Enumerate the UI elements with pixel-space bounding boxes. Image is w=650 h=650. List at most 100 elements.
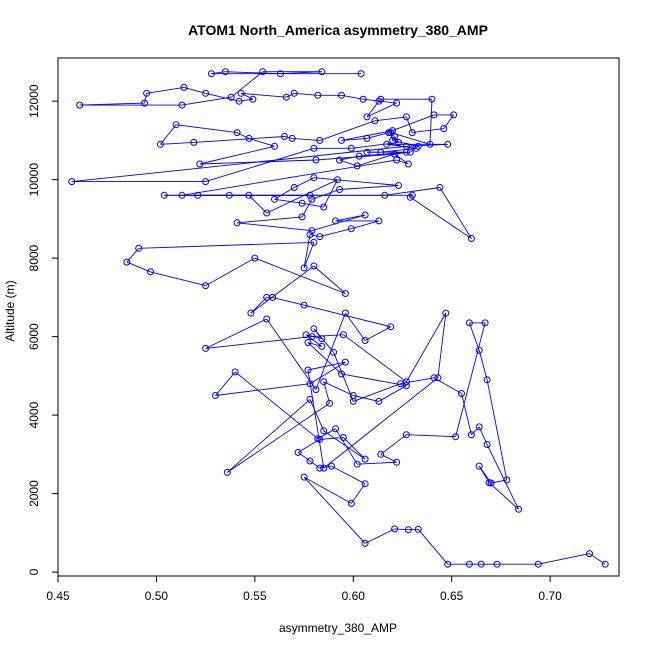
- data-point: [467, 431, 475, 439]
- data-point: [208, 70, 215, 78]
- series-segment: [303, 476, 366, 544]
- series-segment: [234, 371, 319, 440]
- data-point: [306, 395, 314, 403]
- x-axis: 0.45 0.50 0.55 0.60 0.65 0.70: [46, 575, 562, 603]
- x-axis-label: asymmetry_380_AMP: [279, 621, 397, 635]
- y-tick-label: 0: [27, 568, 41, 575]
- data-point: [300, 264, 308, 272]
- series-segment: [351, 220, 380, 230]
- data-point: [475, 423, 483, 431]
- data-point: [316, 233, 324, 241]
- series-segment: [319, 120, 376, 141]
- series-segment: [250, 297, 268, 314]
- x-tick-label: 0.65: [440, 589, 464, 603]
- data-point: [402, 378, 410, 386]
- data-point: [330, 348, 338, 356]
- data-point: [280, 133, 288, 140]
- data-point: [233, 219, 241, 227]
- data-point: [178, 191, 186, 199]
- series-lines: [71, 71, 606, 565]
- series-segment: [146, 86, 185, 94]
- data-point: [308, 227, 316, 235]
- data-point: [601, 560, 609, 568]
- data-point: [347, 499, 355, 507]
- data-point: [395, 138, 402, 146]
- series-segment: [471, 426, 480, 436]
- data-point: [202, 178, 210, 186]
- series-segment: [486, 444, 520, 510]
- series-segment: [343, 334, 407, 383]
- series-segment: [311, 334, 344, 338]
- series-segment: [311, 189, 340, 200]
- data-point: [377, 148, 385, 156]
- series-segment: [309, 361, 346, 385]
- data-point: [395, 182, 402, 189]
- data-point: [300, 473, 308, 481]
- data-point: [467, 235, 475, 242]
- data-point: [160, 191, 168, 199]
- data-point: [156, 140, 164, 148]
- series-segment: [307, 342, 342, 375]
- data-point: [288, 134, 296, 142]
- data-point: [312, 386, 320, 394]
- data-point: [361, 337, 369, 344]
- data-point: [493, 560, 501, 568]
- series-segment: [294, 92, 318, 96]
- data-point: [341, 358, 349, 366]
- data-point: [202, 89, 210, 97]
- series-segment: [488, 482, 519, 510]
- series-segment: [239, 98, 253, 102]
- series-segment: [335, 214, 366, 222]
- series-segment: [205, 336, 312, 349]
- data-point: [404, 526, 412, 534]
- data-point: [328, 462, 336, 470]
- data-point: [320, 203, 328, 211]
- data-point: [389, 136, 397, 144]
- series-segment: [313, 265, 346, 294]
- data-point: [338, 370, 345, 378]
- series-segment: [183, 86, 206, 94]
- y-tick-label: 12000: [27, 84, 41, 118]
- data-point: [452, 433, 460, 441]
- data-point: [361, 539, 369, 547]
- data-point: [393, 458, 401, 466]
- series-segment: [313, 177, 399, 186]
- series-segment: [309, 234, 320, 238]
- data-point: [428, 95, 436, 103]
- data-point: [298, 199, 306, 207]
- data-point: [294, 448, 302, 456]
- data-point: [271, 195, 278, 203]
- data-point: [465, 319, 473, 327]
- series-segment: [380, 434, 407, 455]
- series-segment: [250, 265, 315, 314]
- series-segment: [237, 222, 312, 232]
- series-segment: [284, 136, 293, 139]
- data-point: [245, 191, 253, 199]
- data-point: [339, 434, 347, 441]
- x-tick-label: 0.60: [342, 589, 366, 603]
- data-point: [249, 95, 257, 103]
- series-segment: [433, 377, 462, 394]
- data-point: [276, 70, 284, 78]
- series-segment: [363, 98, 397, 104]
- series-segment: [378, 385, 407, 402]
- data-point: [483, 376, 491, 384]
- data-point: [391, 525, 399, 533]
- series-segment: [538, 553, 590, 565]
- data-point: [310, 144, 318, 152]
- series-segment: [392, 114, 435, 132]
- y-tick-label: 8000: [27, 244, 41, 271]
- series-segment: [266, 179, 338, 214]
- data-point: [310, 262, 318, 270]
- data-point: [481, 319, 489, 327]
- y-axis: 0 2000 4000 6000 8000 10000 12000: [27, 84, 59, 575]
- data-point: [383, 140, 391, 148]
- series-segment: [478, 350, 488, 380]
- series-segment: [138, 241, 314, 249]
- series-segment: [335, 428, 358, 465]
- data-point: [190, 138, 198, 146]
- data-point: [308, 195, 316, 203]
- series-segment: [333, 352, 354, 402]
- data-point: [304, 366, 312, 374]
- data-point: [310, 325, 318, 333]
